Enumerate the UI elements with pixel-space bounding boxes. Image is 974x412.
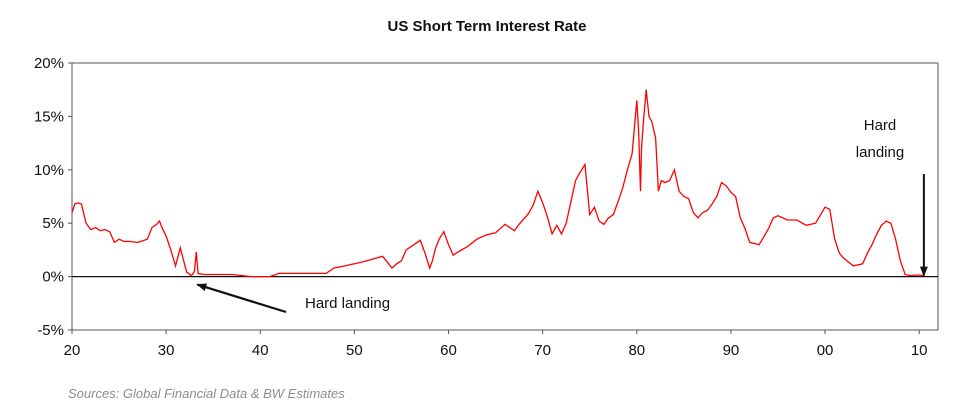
x-axis: 20 30 40 50 60 70 80 90 00 10 xyxy=(64,330,928,359)
x-tick-label: 40 xyxy=(252,342,269,359)
y-tick-label: -5% xyxy=(37,322,64,339)
x-tick-label: 80 xyxy=(628,342,645,359)
source-note: Sources: Global Financial Data & BW Esti… xyxy=(68,386,345,401)
chart-title: US Short Term Interest Rate xyxy=(387,18,587,35)
y-axis: 20% 15% 10% 5% 0% -5% xyxy=(34,55,72,339)
x-tick-label: 30 xyxy=(158,342,175,359)
plot-frame xyxy=(71,62,939,331)
x-tick-label: 10 xyxy=(911,342,928,359)
x-tick-label: 00 xyxy=(817,342,834,359)
y-tick-label: 0% xyxy=(42,269,64,286)
annotations: Hard landing Hard landing xyxy=(196,117,928,314)
y-tick-label: 10% xyxy=(34,162,64,179)
y-tick-label: 5% xyxy=(42,215,64,232)
annotation-hard-landing-1930s: Hard landing xyxy=(305,295,390,312)
annotation-hard-landing-2010-line2: landing xyxy=(856,144,904,161)
x-tick-label: 60 xyxy=(440,342,457,359)
x-tick-label: 50 xyxy=(346,342,363,359)
y-tick-label: 20% xyxy=(34,55,64,72)
annotation-arrow-1930s xyxy=(196,283,287,314)
x-tick-label: 20 xyxy=(64,342,81,359)
y-tick-label: 15% xyxy=(34,108,64,125)
x-tick-label: 90 xyxy=(723,342,740,359)
annotation-hard-landing-2010-line1: Hard xyxy=(864,117,897,134)
series-line-interest-rate xyxy=(71,89,924,278)
x-tick-label: 70 xyxy=(534,342,551,359)
